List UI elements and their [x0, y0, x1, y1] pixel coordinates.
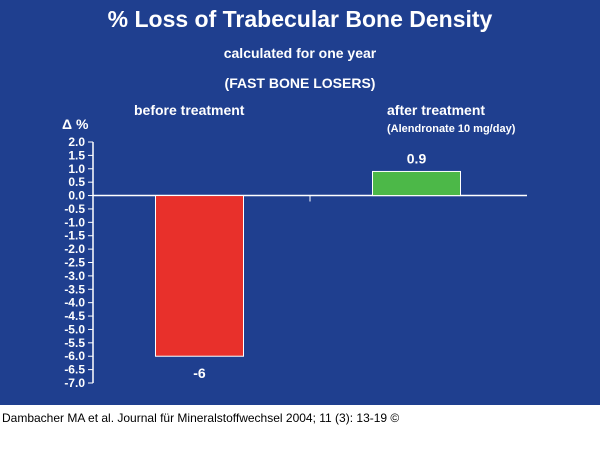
category-note-after: (Alendronate 10 mg/day) [387, 123, 516, 135]
bar-value-label-1: 0.9 [407, 150, 427, 166]
y-tick-label: 0.5 [68, 175, 85, 189]
y-tick-label: -5.5 [64, 336, 85, 350]
y-tick-label: -3.0 [64, 269, 85, 283]
y-axis-label: Δ % [62, 116, 89, 132]
y-tick-label: 0.0 [68, 189, 85, 203]
y-tick-label: -6.0 [64, 349, 85, 363]
chart-plot: 2.01.51.00.50.0-0.5-1.0-1.5-2.0-2.5-3.0-… [64, 135, 527, 390]
bar-0 [155, 195, 244, 357]
y-tick-label: 1.5 [68, 148, 85, 162]
source-citation: Dambacher MA et al. Journal für Minerals… [2, 411, 400, 425]
y-tick-label: -1.0 [64, 215, 85, 229]
y-tick-label: -0.5 [64, 202, 85, 216]
y-tick-label: -4.5 [64, 309, 85, 323]
y-tick-label: -2.0 [64, 242, 85, 256]
y-tick-label: -2.5 [64, 256, 85, 270]
y-tick-label: 1.0 [68, 162, 85, 176]
y-tick-label: -4.0 [64, 296, 85, 310]
y-tick-label: -6.5 [64, 363, 85, 377]
chart-title: % Loss of Trabecular Bone Density [107, 6, 493, 32]
chart-subtitle: calculated for one year [223, 45, 377, 61]
chart-subtitle-group: (FAST BONE LOSERS) [224, 75, 376, 91]
bar-value-label-0: -6 [193, 365, 206, 381]
y-tick-label: -7.0 [64, 376, 85, 390]
y-tick-label: -3.5 [64, 282, 85, 296]
y-tick-label: 2.0 [68, 135, 85, 149]
chart-slide: 2.0 1.5 1.0 0.5 0.0 -0.5 -1.0 -1.5 -2.0 -2.5 -3.0-… [0, 0, 600, 405]
y-tick-label: -5.0 [64, 322, 85, 336]
category-label-after: after treatment [387, 102, 486, 118]
y-tick-label: -1.5 [64, 229, 85, 243]
category-label-before: before treatment [134, 102, 245, 118]
bar-1 [372, 170, 461, 197]
